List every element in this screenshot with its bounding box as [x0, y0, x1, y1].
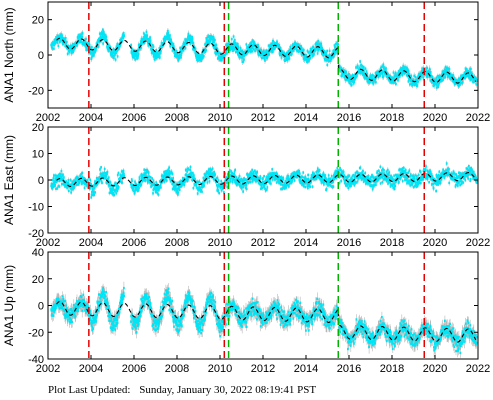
panel-1-ytick-label: 20 [32, 15, 44, 27]
panel-1-ytick-label: 0 [38, 50, 44, 62]
panel-2-model-line [56, 172, 477, 187]
panel-1: 2002 2004 2006 2008 2010 2012 2014 2016 2018 2020… [2, 1, 490, 124]
panel-3-data-points [50, 286, 478, 355]
panel-2-data-points [50, 162, 478, 199]
panel-3-xtick-label: 2006 [122, 363, 146, 375]
panel-1-xtick-label: 2014 [294, 112, 318, 124]
panel-3-xtick-label: 2016 [337, 363, 361, 375]
panel-3-xtick-label: 2012 [251, 363, 275, 375]
panel-2-xtick-label: 2002 [36, 237, 60, 249]
panel-2-ytick-label: 10 [32, 149, 44, 161]
panel-1-xtick-label: 2022 [466, 112, 490, 124]
panel-3-xtick-label: 2010 [208, 363, 232, 375]
panel-1-xtick-label: 2018 [380, 112, 404, 124]
panel-2-xtick-label: 2018 [380, 237, 404, 249]
panel-2-ytick-label: 0 [38, 175, 44, 187]
panel-2-xtick-label: 2022 [466, 237, 490, 249]
panel-1-xtick-label: 2010 [208, 112, 232, 124]
panel-1-xtick-label: 2012 [251, 112, 275, 124]
panel-2-observations [50, 160, 478, 200]
panel-1-xtick-label: 2020 [423, 112, 447, 124]
panel-2-ytick-label: -20 [28, 228, 44, 240]
panel-2-xtick-label: 2012 [251, 237, 275, 249]
footer-label: Plot Last Updated: [48, 384, 131, 396]
panel-1-xtick-label: 2002 [36, 112, 60, 124]
panel-2-ytick-label: 20 [32, 122, 44, 134]
panel-1-data-points [50, 28, 478, 89]
footer-timestamp: Sunday, January 30, 2022 08:19:41 PST [139, 384, 317, 396]
panel-1-ytick-label: -20 [28, 85, 44, 97]
panel-3-ytick-label: -20 [28, 327, 44, 339]
panel-3-ytick-label: 20 [32, 274, 44, 286]
panel-3: 2002 2004 2006 2008 2010 2012 2014 2016 2018 2020… [2, 247, 490, 375]
panel-3-ylabel: ANA1 Up (mm) [2, 265, 16, 346]
panel-3-xtick-label: 2004 [79, 363, 103, 375]
panel-3-xtick-label: 2018 [380, 363, 404, 375]
panel-2-ytick-label: -10 [28, 202, 44, 214]
panel-3-ytick-label: 40 [32, 247, 44, 259]
panel-3-xtick-label: 2008 [165, 363, 189, 375]
panel-2-xtick-label: 2016 [337, 237, 361, 249]
panel-1-xtick-label: 2016 [337, 112, 361, 124]
panel-3-xtick-label: 2014 [294, 363, 318, 375]
panel-3-xtick-label: 2002 [36, 363, 60, 375]
panel-1-ylabel: ANA1 North (mm) [2, 7, 16, 102]
panel-3-ytick-label: -40 [28, 354, 44, 366]
panel-1-xtick-label: 2006 [122, 112, 146, 124]
panel-2-ylabel: ANA1 East (mm) [2, 135, 16, 225]
panel-3-ytick-label: 0 [38, 301, 44, 313]
plot-footer: Plot Last Updated: Sunday, January 30, 2… [48, 384, 322, 396]
panel-2-xtick-label: 2014 [294, 237, 318, 249]
panel-1-model-line [56, 37, 477, 84]
panel-1-observations [50, 27, 478, 91]
panel-2: 2002 2004 2006 2008 2010 2012 2014 2016 2018 2020… [2, 122, 490, 249]
panel-2-xtick-label: 2008 [165, 237, 189, 249]
panel-2-xtick-label: 2004 [79, 237, 103, 249]
panel-1-xtick-label: 2008 [165, 112, 189, 124]
panel-3-observations [50, 281, 478, 358]
panel-3-xtick-label: 2020 [423, 363, 447, 375]
panel-3-model-line [56, 300, 477, 343]
panel-2-xtick-label: 2010 [208, 237, 232, 249]
panel-1-xtick-label: 2004 [79, 112, 103, 124]
panel-3-xtick-label: 2022 [466, 363, 490, 375]
panel-2-xtick-label: 2006 [122, 237, 146, 249]
panel-2-xtick-label: 2020 [423, 237, 447, 249]
